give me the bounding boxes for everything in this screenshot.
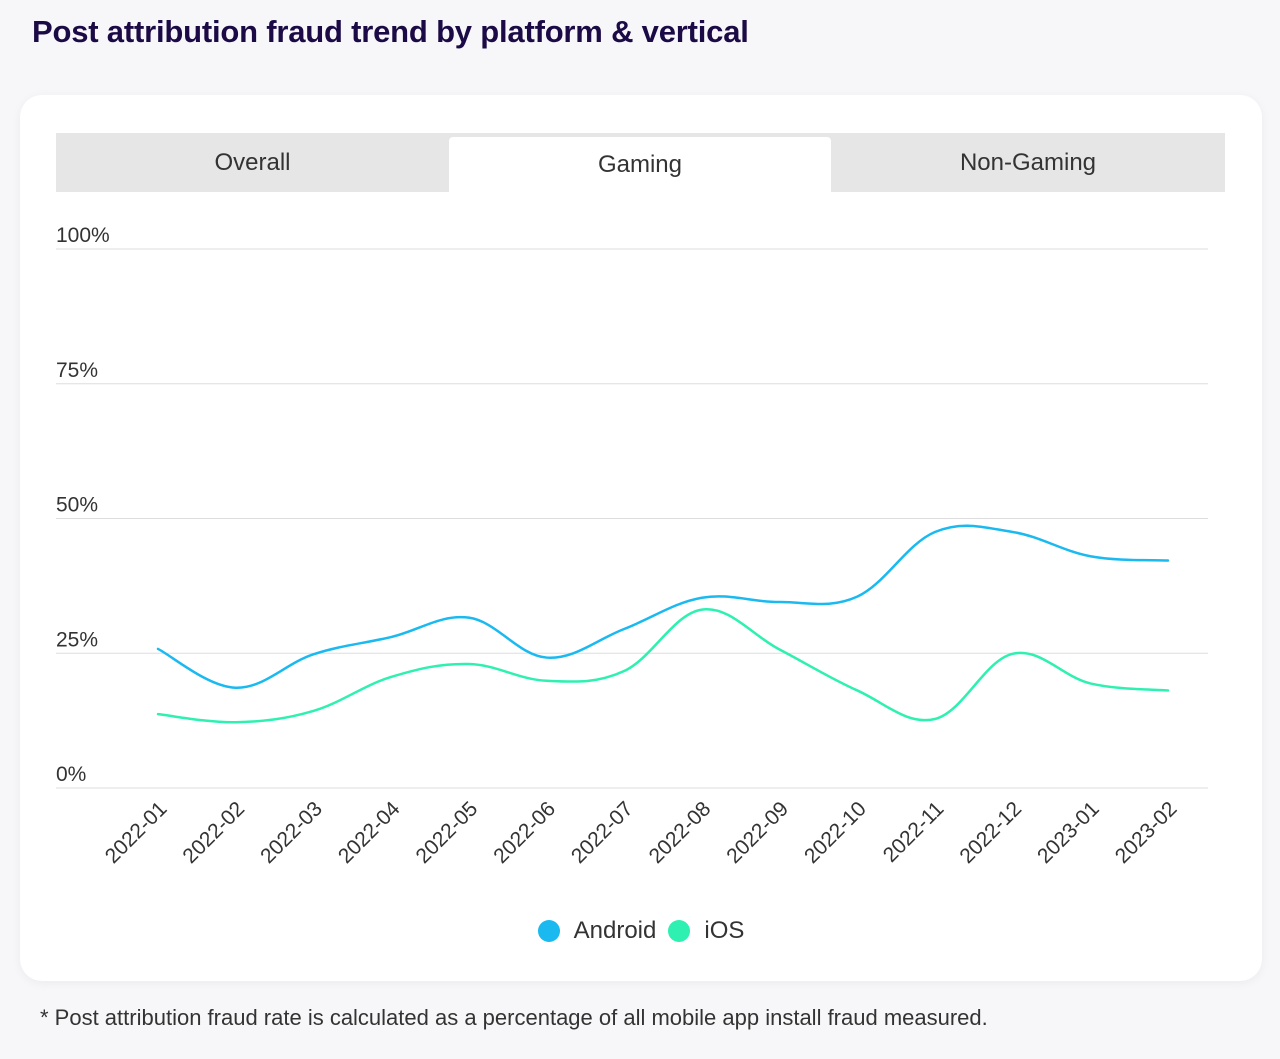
x-tick-label: 2022-04	[334, 797, 405, 868]
x-tick-label: 2022-08	[645, 797, 716, 868]
x-tick-label: 2023-02	[1111, 797, 1182, 868]
legend-label-ios: iOS	[704, 917, 745, 944]
x-tick-label: 2022-01	[101, 797, 172, 868]
series-line-ios	[156, 608, 1170, 724]
x-tick-label: 2022-03	[256, 797, 327, 868]
legend-item-ios[interactable]: iOS	[668, 917, 744, 945]
footnote: * Post attribution fraud rate is calcula…	[40, 1005, 988, 1030]
y-tick-label: 50%	[56, 494, 98, 517]
legend: Android iOS	[20, 917, 1262, 945]
legend-label-android: Android	[573, 917, 657, 944]
vertical-tabs: Overall Gaming Non-Gaming	[56, 133, 1225, 192]
x-tick-label: 2022-02	[178, 797, 249, 868]
x-tick-label: 2022-05	[412, 797, 483, 868]
x-tick-label: 2022-07	[567, 797, 638, 868]
y-tick-label: 0%	[56, 763, 86, 786]
y-tick-label: 25%	[56, 628, 98, 651]
tab-non-gaming[interactable]: Non-Gaming	[959, 148, 1097, 176]
y-tick-label: 100%	[56, 224, 110, 247]
x-tick-label: 2022-10	[800, 797, 871, 868]
chart-card: Overall Gaming Non-Gaming 0% 25% 50% 75% 100…	[20, 95, 1262, 981]
x-tick-label: 2022-09	[722, 797, 793, 868]
series-line-android	[156, 524, 1170, 689]
page-title: Post attribution fraud trend by platform…	[32, 14, 749, 49]
line-chart: 0%25%50%75%100%2022-01 2022-02 2022-03 2022…	[56, 224, 1208, 868]
legend-item-android[interactable]: Android	[537, 917, 657, 945]
tab-overall[interactable]: Overall	[214, 148, 291, 176]
android-legend-dot	[537, 920, 560, 942]
tab-gaming[interactable]: Gaming	[449, 137, 831, 192]
x-tick-label: 2023-01	[1033, 797, 1104, 868]
y-tick-label: 75%	[56, 359, 98, 382]
x-tick-label: 2022-12	[955, 797, 1026, 868]
x-tick-label: 2022-06	[489, 797, 560, 868]
ios-legend-dot	[668, 920, 691, 942]
x-tick-label: 2022-11	[879, 797, 949, 867]
